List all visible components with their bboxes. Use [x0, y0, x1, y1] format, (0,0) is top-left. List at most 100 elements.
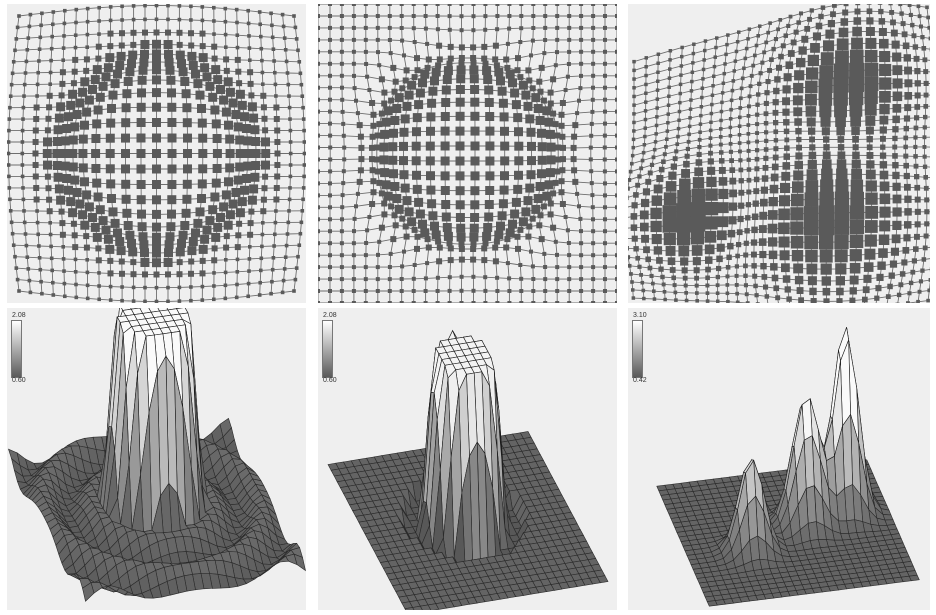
grid-node	[750, 239, 758, 246]
grid-node	[414, 100, 424, 110]
grid-node	[783, 73, 792, 82]
grid-node	[246, 281, 251, 286]
grid-node	[71, 68, 78, 75]
grid-node	[287, 197, 292, 202]
grid-node	[235, 232, 242, 239]
grid-node	[903, 172, 910, 180]
grid-node	[670, 163, 677, 170]
grid-node	[510, 209, 520, 219]
grid-node	[773, 285, 780, 292]
grid-node	[470, 85, 480, 94]
grid-node	[755, 112, 760, 117]
grid-node	[864, 76, 879, 91]
grid-node	[531, 204, 541, 214]
grid-node	[202, 72, 212, 82]
grid-node	[274, 139, 281, 145]
grid-node	[281, 278, 286, 283]
grid-node	[152, 49, 161, 59]
grid-node	[60, 149, 70, 158]
grid-node	[678, 100, 682, 105]
grid-node	[649, 273, 654, 278]
grid-node	[435, 27, 440, 32]
grid-node	[666, 112, 670, 116]
grid-line	[318, 39, 617, 48]
grid-node	[108, 5, 113, 9]
grid-node	[200, 234, 210, 244]
grid-node	[52, 137, 62, 146]
grid-node	[458, 59, 465, 66]
grid-node	[108, 284, 113, 289]
grid-line	[318, 89, 617, 104]
grid-node	[632, 129, 636, 133]
grid-node	[83, 67, 90, 74]
grid-node	[389, 128, 398, 138]
grid-node	[224, 258, 228, 262]
grid-line	[318, 27, 617, 31]
grid-node	[260, 104, 267, 111]
grid-node	[32, 127, 39, 134]
grid-node	[834, 191, 850, 206]
grid-node	[351, 253, 356, 258]
grid-node	[425, 41, 430, 46]
grid-node	[790, 221, 804, 235]
grid-node	[166, 285, 170, 290]
grid-node	[531, 301, 536, 303]
grid-line	[736, 29, 750, 303]
grid-node	[296, 48, 300, 53]
grid-line	[318, 259, 617, 268]
grid-node	[543, 14, 548, 18]
grid-node	[223, 19, 228, 24]
grid-node	[273, 116, 280, 122]
grid-node	[809, 136, 815, 143]
grid-node	[58, 92, 65, 99]
grid-node	[603, 253, 607, 258]
grid-node	[667, 76, 672, 80]
grid-node	[903, 125, 909, 132]
grid-node	[88, 85, 97, 94]
mesh-cell	[706, 600, 718, 607]
grid-node	[455, 171, 465, 181]
grid-node	[176, 259, 183, 266]
grid-node	[926, 298, 930, 303]
grid-line	[429, 4, 441, 303]
grid-node	[441, 200, 451, 209]
grid-node	[107, 270, 114, 277]
grid-node	[482, 60, 489, 67]
grid-node	[341, 169, 346, 174]
grid-node	[821, 168, 833, 181]
grid-node	[78, 87, 88, 97]
grid-node	[689, 98, 693, 102]
grid-node	[914, 221, 921, 228]
grid-node	[225, 163, 235, 173]
grid-node	[483, 301, 488, 303]
grid-node	[22, 220, 27, 225]
grid-node	[892, 78, 903, 89]
grid-node	[896, 292, 902, 298]
grid-node	[455, 213, 465, 222]
grid-node	[772, 154, 779, 161]
grid-node	[722, 71, 726, 76]
grid-node	[653, 246, 663, 255]
grid-node	[318, 301, 320, 303]
grid-node	[508, 219, 517, 229]
grid-node	[591, 4, 596, 6]
grid-node	[48, 82, 52, 86]
grid-node	[246, 8, 250, 13]
grid-line	[318, 191, 617, 206]
grid-node	[328, 301, 332, 303]
grid-node	[283, 255, 288, 259]
grid-node	[914, 104, 921, 110]
grid-node	[328, 97, 332, 102]
grid-node	[560, 156, 566, 163]
grid-node	[212, 134, 222, 143]
grid-line	[628, 61, 635, 299]
grid-node	[701, 67, 706, 72]
grid-node	[455, 200, 465, 210]
grid-node	[738, 167, 744, 173]
grid-node	[630, 213, 638, 220]
grid-node	[579, 4, 584, 6]
grid-node	[95, 257, 102, 264]
grid-node	[823, 40, 835, 52]
grid-node	[720, 100, 724, 105]
grid-node	[56, 195, 66, 205]
